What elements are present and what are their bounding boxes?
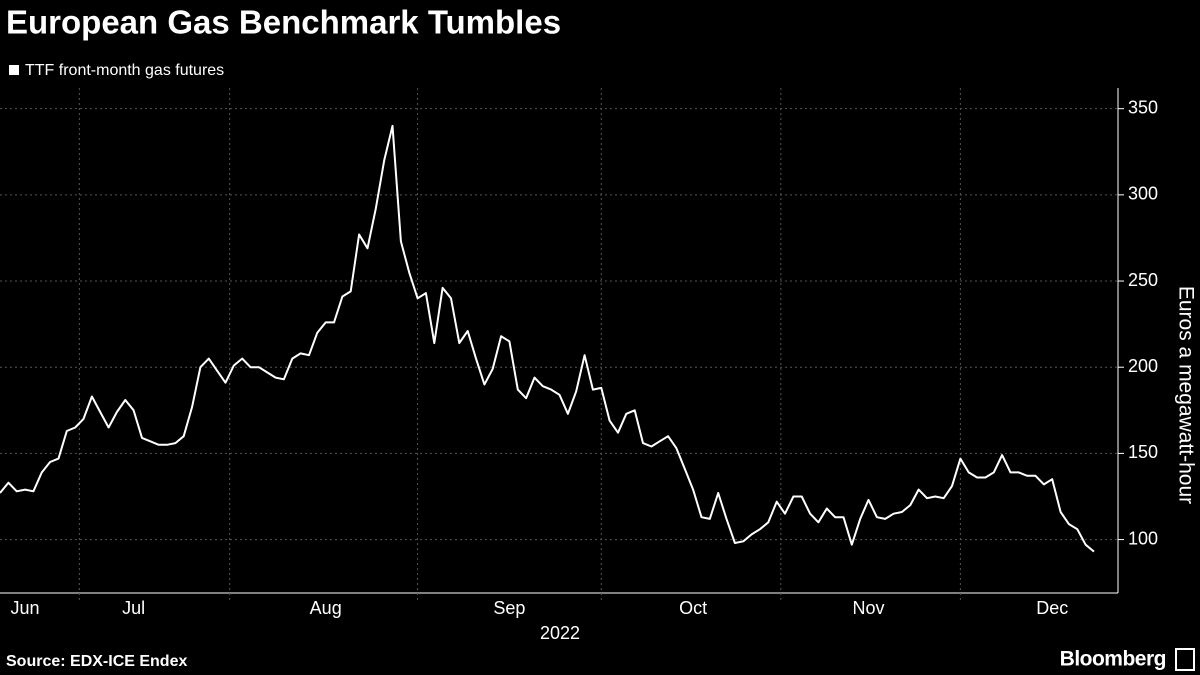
legend-swatch (9, 65, 19, 75)
x-tick-label: Jul (122, 598, 145, 618)
chart-title: European Gas Benchmark Tumbles (6, 4, 561, 41)
y-tick-label: 150 (1128, 442, 1158, 462)
y-tick-label: 100 (1128, 528, 1158, 548)
legend-label: TTF front-month gas futures (25, 62, 224, 79)
source: Source: EDX-ICE Endex (6, 653, 187, 670)
brand: Bloomberg (1060, 648, 1166, 671)
x-tick-label: Nov (853, 598, 885, 618)
y-tick-label: 200 (1128, 356, 1158, 376)
x-tick-label: Jun (11, 598, 40, 618)
x-tick-label: Dec (1036, 598, 1068, 618)
y-tick-label: 250 (1128, 270, 1158, 290)
x-axis-label: 2022 (540, 623, 580, 643)
x-tick-label: Sep (493, 598, 525, 618)
y-tick-label: 350 (1128, 97, 1158, 117)
x-tick-label: Oct (679, 598, 707, 618)
x-tick-label: Aug (310, 598, 342, 618)
brand-icon (1175, 648, 1195, 671)
series-line (0, 124, 1095, 553)
y-axis-label: Euros a megawatt-hour (1174, 286, 1197, 504)
y-tick-label: 300 (1128, 184, 1158, 204)
